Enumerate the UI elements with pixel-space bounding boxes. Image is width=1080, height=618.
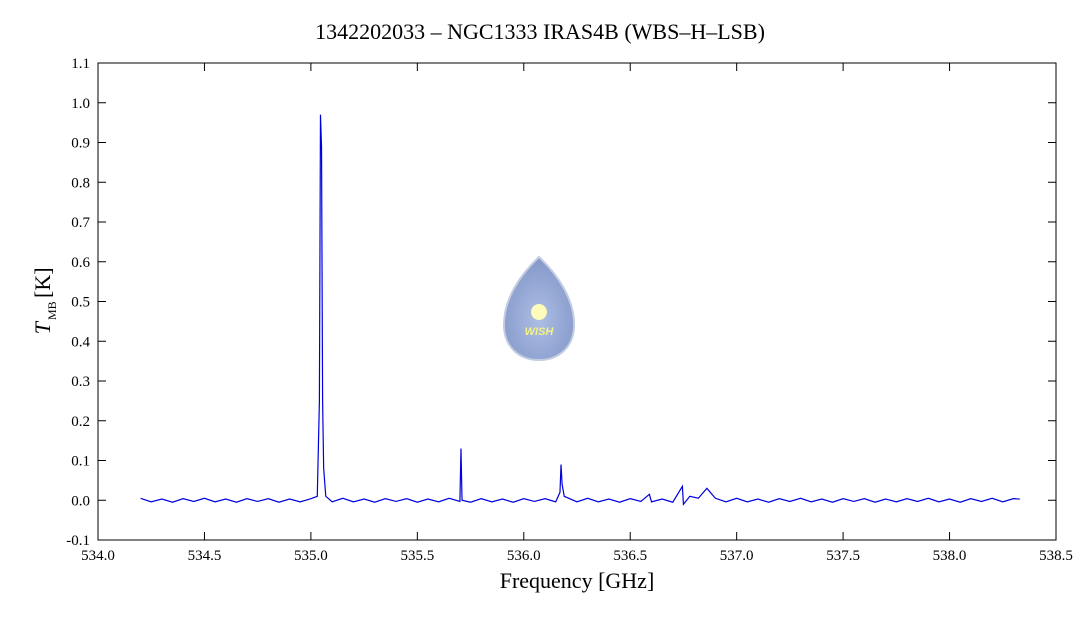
x-tick-label: 536.5 xyxy=(613,548,647,564)
x-tick-label: 537.0 xyxy=(720,548,754,564)
logo: WISH xyxy=(502,255,576,362)
y-tick-label: 0.0 xyxy=(71,493,90,509)
y-tick-label: 0.6 xyxy=(71,255,90,271)
y-axis-label: T MB [K] xyxy=(30,267,59,334)
y-tick-label: 1.0 xyxy=(71,96,90,112)
y-tick-label: 0.7 xyxy=(71,215,90,231)
plot-frame xyxy=(97,62,1057,541)
x-tick-label: 535.0 xyxy=(294,548,328,564)
chart-title: 1342202033 – NGC1333 IRAS4B (WBS–H–LSB) xyxy=(315,19,765,44)
x-tick-label: 537.5 xyxy=(826,548,860,564)
x-tick-label: 538.0 xyxy=(933,548,967,564)
y-label-sub: MB xyxy=(45,301,59,320)
y-tick-label: 0.1 xyxy=(71,454,90,470)
y-tick-label: -0.1 xyxy=(66,533,90,549)
logo-text: WISH xyxy=(525,326,555,338)
y-tick-label: 0.9 xyxy=(71,136,90,152)
x-axis-label: Frequency [GHz] xyxy=(500,568,655,593)
x-tick-label: 536.0 xyxy=(507,548,541,564)
y-tick-label: 0.2 xyxy=(71,414,90,430)
y-tick-label: 0.5 xyxy=(71,295,90,311)
y-tick-label: 0.4 xyxy=(71,334,90,350)
y-label-main: T xyxy=(30,320,55,334)
x-tick-label: 534.5 xyxy=(188,548,222,564)
y-label-unit: [K] xyxy=(30,267,55,298)
logo-star xyxy=(531,304,547,320)
x-tick-label: 538.5 xyxy=(1039,548,1073,564)
spectrum-line xyxy=(140,114,1020,506)
y-tick-label: 1.1 xyxy=(71,56,90,72)
y-tick-label: 0.8 xyxy=(71,175,90,191)
y-tick-label: 0.3 xyxy=(71,374,90,390)
x-tick-label: 534.0 xyxy=(81,548,115,564)
x-tick-label: 535.5 xyxy=(400,548,434,564)
